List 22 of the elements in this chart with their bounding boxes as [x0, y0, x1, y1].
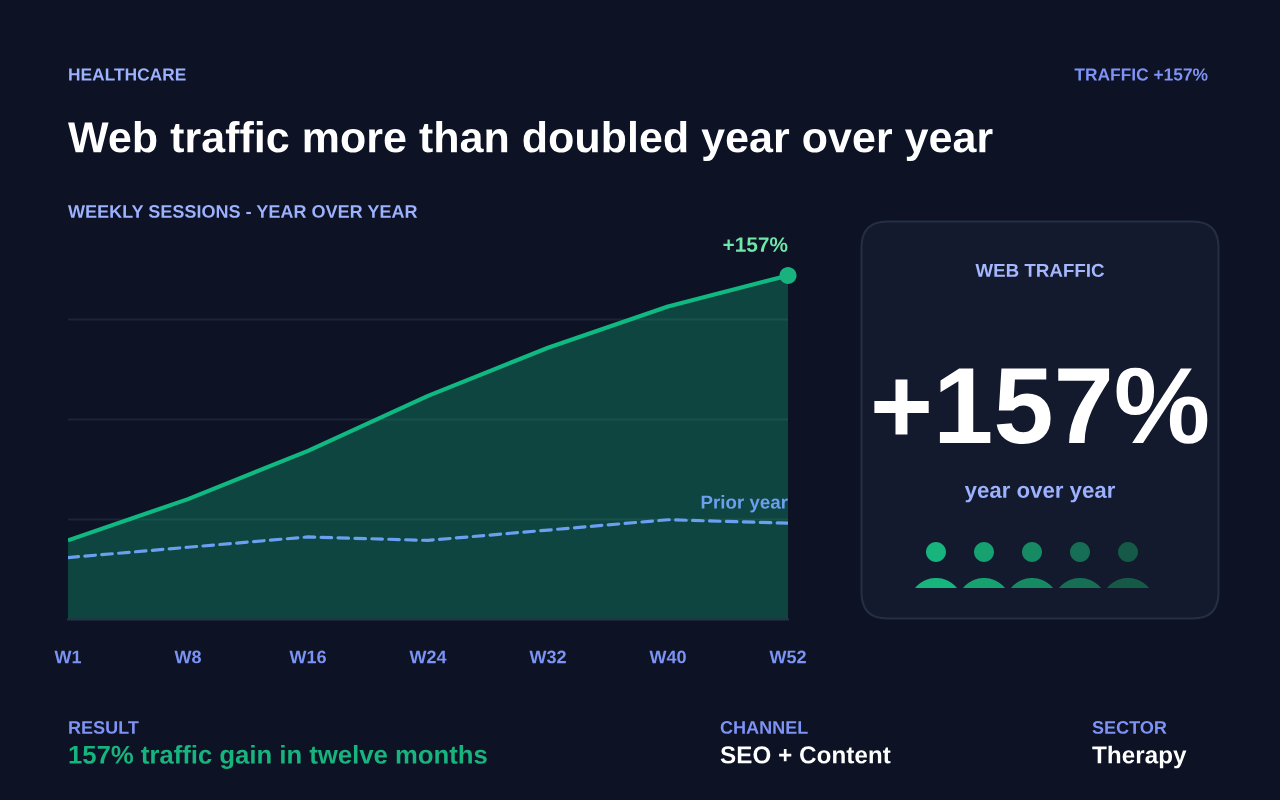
x-tick-label: W1 — [54, 650, 82, 664]
x-tick-label: W16 — [289, 650, 326, 664]
text: Therapy — [1092, 745, 1187, 769]
x-tick-label: W32 — [529, 650, 566, 664]
chart-title: Web traffic more than doubled year over year — [68, 120, 993, 162]
text: WEB TRAFFIC — [975, 263, 1105, 278]
text: year over year — [964, 485, 1116, 503]
text: TRAFFIC +157% — [1074, 68, 1208, 81]
text: SECTOR — [1092, 721, 1167, 734]
x-tick-label: W40 — [649, 650, 686, 664]
annotation: +157% — [723, 237, 788, 252]
series-label: Prior year — [701, 495, 788, 513]
x-tick-label: W8 — [174, 650, 201, 664]
text: SEO + Content — [720, 746, 891, 764]
x-tick-label: W52 — [769, 650, 806, 664]
chart-subtitle: WEEKLY SESSIONS - YEAR OVER YEAR — [68, 205, 418, 218]
text: +157% — [874, 367, 1208, 445]
x-tick-label: W24 — [409, 650, 447, 664]
text: 157% traffic gain in twelve months — [69, 744, 487, 770]
text: RESULT — [69, 721, 139, 734]
text: HEALTHCARE — [69, 68, 186, 81]
text: CHANNEL — [720, 721, 808, 734]
